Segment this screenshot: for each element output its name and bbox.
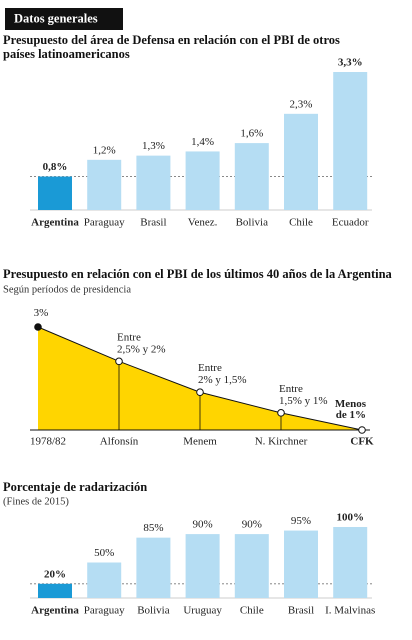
value-label: 0,8% xyxy=(43,161,68,173)
chart-title: Presupuesto del área de Defensa en relac… xyxy=(3,33,340,61)
x-tick-label: Menem xyxy=(183,436,217,448)
annotation: Entre 2% y 1,5% xyxy=(198,362,247,386)
value-label: 1,6% xyxy=(240,128,263,140)
value-label: 90% xyxy=(193,519,213,531)
value-label: 2,3% xyxy=(290,98,313,110)
x-tick-label: N. Kirchner xyxy=(255,436,308,448)
category-label: Argentina xyxy=(31,605,79,617)
category-label: Venez. xyxy=(188,217,218,229)
value-label: 1,2% xyxy=(93,144,116,156)
bar xyxy=(284,530,318,598)
x-tick-label: Alfonsín xyxy=(100,436,139,448)
x-tick-label: 1978/82 xyxy=(30,436,66,448)
category-label: Ecuador xyxy=(332,217,369,229)
category-label: Uruguay xyxy=(183,605,222,617)
chart-subtitle: (Fines de 2015) xyxy=(3,496,69,507)
header-title: Datos generales xyxy=(14,11,98,25)
value-label: 1,3% xyxy=(142,140,165,152)
bar xyxy=(234,534,269,598)
category-label: Paraguay xyxy=(84,605,125,617)
annotation: Entre 2,5% y 2% xyxy=(117,331,166,355)
chart-title: Presupuesto en relación con el PBI de lo… xyxy=(3,267,393,281)
value-label: 3,3% xyxy=(338,57,363,69)
category-label: Bolivia xyxy=(236,217,269,229)
point xyxy=(34,323,42,331)
category-label: Bolivia xyxy=(137,605,170,617)
annotation: 3% xyxy=(34,307,49,319)
value-label: 1,4% xyxy=(191,136,214,148)
bar xyxy=(136,537,171,598)
value-label: 95% xyxy=(291,515,311,527)
bar xyxy=(136,155,171,210)
x-tick-label: CFK xyxy=(350,436,374,448)
category-label: Argentina xyxy=(31,217,79,229)
value-label: 85% xyxy=(143,522,163,534)
value-label: 90% xyxy=(242,519,262,531)
category-label: Brasil xyxy=(288,605,314,617)
annotation: Entre 1,5% y 1% xyxy=(279,382,328,406)
point xyxy=(115,357,123,366)
bar xyxy=(234,143,269,210)
header-box xyxy=(5,8,123,30)
bar xyxy=(38,583,72,598)
bar xyxy=(87,159,122,210)
chart-subtitle: Según períodos de presidencia xyxy=(3,284,131,295)
category-label: I. Malvinas xyxy=(325,605,375,617)
bar xyxy=(333,72,368,210)
value-label: 20% xyxy=(44,568,66,580)
value-label: 100% xyxy=(336,512,364,524)
value-label: 50% xyxy=(94,547,114,559)
bar xyxy=(38,176,72,210)
point xyxy=(196,388,204,397)
category-label: Chile xyxy=(240,605,264,617)
bar xyxy=(333,527,368,598)
point xyxy=(358,426,366,434)
bar xyxy=(87,562,122,598)
bar xyxy=(284,113,318,210)
chart-title: Porcentaje de radarización xyxy=(3,480,147,494)
bar xyxy=(185,534,220,598)
annotation: Menos de 1% xyxy=(335,398,367,421)
category-label: Brasil xyxy=(140,217,166,229)
category-label: Paraguay xyxy=(84,217,125,229)
bar xyxy=(185,151,220,210)
category-label: Chile xyxy=(289,217,313,229)
point xyxy=(277,409,285,417)
